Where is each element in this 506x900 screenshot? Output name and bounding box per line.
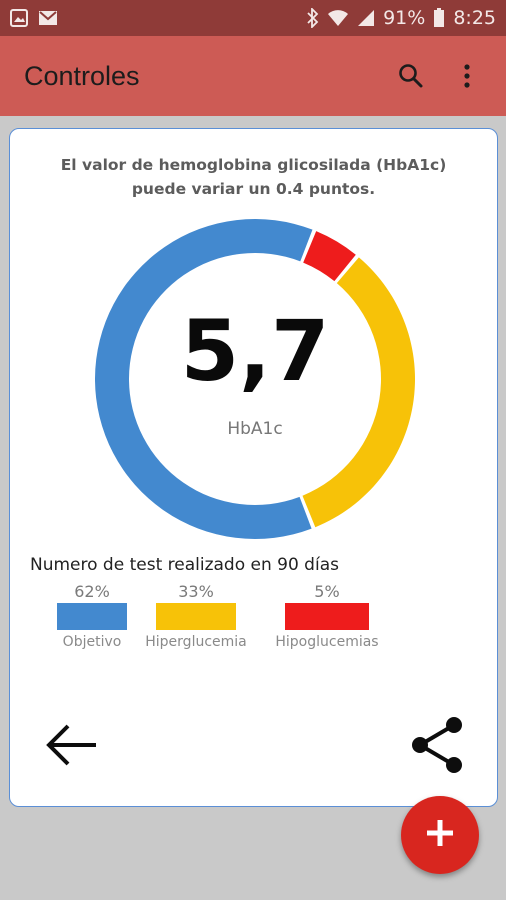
legend-name-hipoglucemias: Hipoglucemias: [275, 634, 379, 650]
hba1c-value: 5,7: [180, 302, 330, 400]
donut-svg: [95, 219, 415, 539]
legend-item-hiperglucemia: 33% Hiperglucemia: [136, 581, 256, 650]
share-icon[interactable]: [403, 711, 471, 779]
legend-pct-hiperglucemia: 33%: [178, 582, 214, 601]
app-bar: Controles: [0, 36, 506, 116]
legend-swatch-objetivo: [57, 603, 127, 630]
donut-chart: 5,7 HbA1c: [89, 213, 421, 545]
battery-level: 91%: [383, 7, 426, 29]
legend-swatch-hipoglucemias: [285, 603, 369, 630]
arrow-back-icon[interactable]: [40, 713, 104, 777]
tests-label: Numero de test realizado en 90 días: [30, 555, 339, 575]
legend-swatch-hiperglucemia: [156, 603, 236, 630]
dialog-title: El valor de hemoglobina glicosilada (HbA…: [10, 153, 497, 201]
legend-pct-hipoglucemias: 5%: [314, 582, 340, 601]
legend-pct-objetivo: 62%: [74, 582, 110, 601]
donut-slice-hiperglucemia: [302, 257, 415, 528]
image-icon: [10, 9, 28, 27]
more-vert-icon[interactable]: [452, 56, 482, 96]
hba1c-caption: HbA1c: [227, 419, 283, 439]
search-icon[interactable]: [396, 56, 426, 96]
signal-icon: [357, 9, 375, 27]
add-icon: [425, 818, 455, 852]
battery-icon: [433, 8, 445, 28]
chart-legend: 62% Objetivo 33% Hiperglucemia 5% Hipogl…: [10, 581, 497, 661]
app-title: Controles: [24, 60, 140, 91]
status-bar: 91% 8:25: [0, 0, 506, 36]
hba1c-dialog: El valor de hemoglobina glicosilada (HbA…: [9, 128, 498, 807]
donut-slice-objetivo: [95, 219, 313, 539]
legend-item-hipoglucemias: 5% Hipoglucemias: [266, 581, 388, 650]
legend-name-objetivo: Objetivo: [62, 634, 122, 650]
bluetooth-icon: [307, 8, 319, 28]
legend-name-hiperglucemia: Hiperglucemia: [145, 634, 247, 650]
dialog-title-line-2: puede variar un 0.4 puntos.: [131, 180, 376, 198]
clock: 8:25: [453, 7, 496, 29]
donut-slice-hipoglucemias: [303, 231, 356, 282]
mail-icon: [38, 10, 58, 26]
add-button[interactable]: [401, 796, 479, 874]
legend-item-objetivo: 62% Objetivo: [50, 581, 134, 650]
dialog-title-line-1: El valor de hemoglobina glicosilada (HbA…: [60, 156, 447, 174]
wifi-icon: [327, 9, 349, 27]
